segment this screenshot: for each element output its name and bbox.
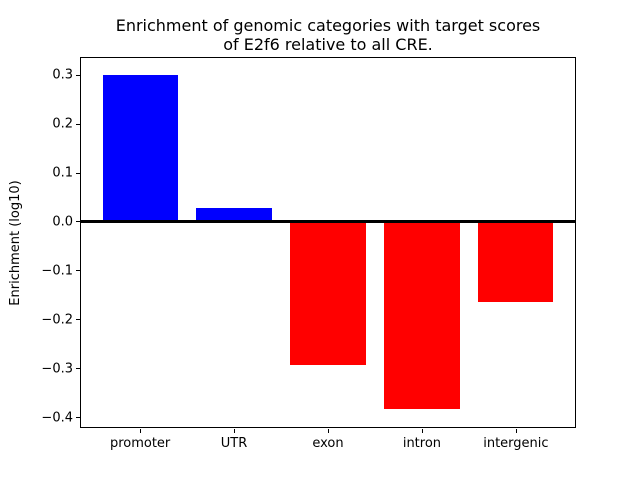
bar-promoter xyxy=(102,74,178,222)
y-tick-4 xyxy=(76,270,80,272)
y-tick-label-3: 0.0 xyxy=(52,214,73,230)
chart-title-line2: of E2f6 relative to all CRE. xyxy=(223,35,433,54)
x-tick-label-promoter: promoter xyxy=(109,435,171,451)
y-tick-1 xyxy=(76,123,80,125)
bar-intron xyxy=(384,221,460,410)
bar-intergenic xyxy=(478,221,554,303)
y-tick-label-4: −0.1 xyxy=(41,263,73,279)
chart-title: Enrichment of genomic categories with ta… xyxy=(80,16,576,54)
x-tick-label-utr: UTR xyxy=(220,435,248,451)
y-tick-0 xyxy=(76,74,80,76)
y-tick-label-1: 0.2 xyxy=(52,116,73,132)
x-tick-intron xyxy=(421,428,423,433)
x-tick-label-exon: exon xyxy=(312,435,344,451)
x-tick-exon xyxy=(328,428,329,433)
chart-title-line1: Enrichment of genomic categories with ta… xyxy=(115,16,541,35)
y-tick-label-6: −0.3 xyxy=(41,361,73,377)
x-tick-intergenic xyxy=(515,428,517,433)
y-tick-5 xyxy=(76,319,80,321)
y-tick-3 xyxy=(76,221,80,223)
y-tick-label-2: 0.1 xyxy=(52,165,73,181)
y-tick-label-7: −0.4 xyxy=(41,410,73,426)
y-axis-label: Enrichment (log10) xyxy=(8,178,24,308)
y-tick-7 xyxy=(76,417,80,419)
x-tick-utr xyxy=(234,428,236,433)
y-tick-label-5: −0.2 xyxy=(41,312,73,328)
x-tick-label-intergenic: intergenic xyxy=(483,435,549,451)
y-tick-label-0: 0.3 xyxy=(52,67,73,83)
y-tick-2 xyxy=(76,172,80,174)
bar-utr xyxy=(196,208,272,222)
y-tick-6 xyxy=(76,368,80,370)
bar-exon xyxy=(290,221,366,365)
zero-line xyxy=(80,220,576,224)
x-tick-label-intron: intron xyxy=(402,435,442,451)
y-axis-label-text: Enrichment (log10) xyxy=(8,180,23,306)
x-tick-promoter xyxy=(140,428,142,433)
